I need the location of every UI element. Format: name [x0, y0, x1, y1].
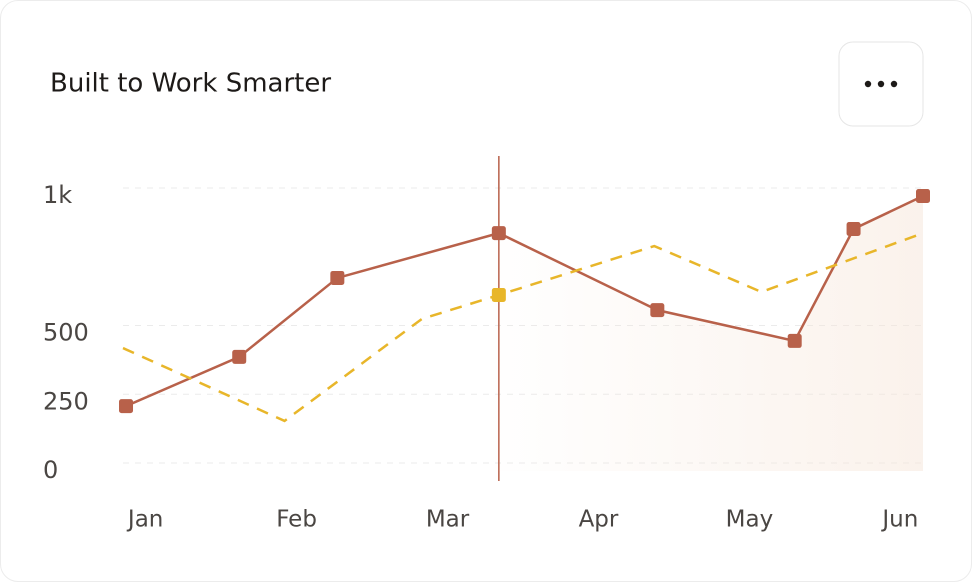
y-tick-label: 0: [43, 456, 58, 484]
x-tick-label: Feb: [276, 507, 317, 533]
point: [846, 222, 861, 236]
x-tick-label: Jan: [126, 507, 163, 533]
point: [232, 349, 247, 364]
x-tick-label: May: [726, 507, 774, 533]
menu-dot: [890, 80, 898, 88]
x-tick-label: Mar: [426, 507, 470, 533]
point: [491, 288, 506, 302]
y-tick-label: 1k: [43, 181, 72, 209]
point: [650, 303, 665, 318]
x-tick-label: Jun: [880, 507, 918, 533]
point: [119, 399, 134, 414]
series-line: [125, 194, 924, 408]
menu-dot: [864, 80, 872, 88]
point: [330, 270, 345, 285]
chart-title: Built to Work Smarter: [50, 69, 331, 99]
menu-dot: [877, 80, 885, 88]
point: [787, 333, 802, 348]
point: [491, 226, 506, 241]
y-tick-label: 250: [43, 387, 89, 415]
area: [126, 196, 924, 471]
point: [916, 189, 930, 203]
menu-button[interactable]: [838, 41, 924, 127]
x-tick-label: Apr: [579, 507, 619, 533]
y-tick-label: 500: [43, 319, 89, 347]
